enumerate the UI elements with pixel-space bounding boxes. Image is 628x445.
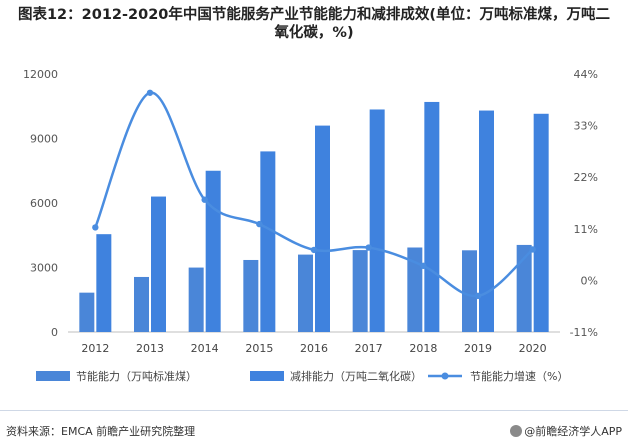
x-tick-label: 2015 [245, 342, 273, 355]
growth-rate-point [92, 224, 99, 231]
bar-energy-saving [462, 250, 477, 332]
y-left-tick-label: 0 [51, 326, 58, 339]
growth-rate-point [146, 89, 154, 96]
bar-emission-reduction [533, 113, 549, 333]
bar-energy-saving [298, 254, 313, 332]
y-right-tick-label: 22% [574, 171, 598, 184]
growth-rate-point [529, 246, 536, 253]
bar-emission-reduction [151, 196, 166, 332]
bar-energy-saving [243, 259, 259, 332]
y-right-tick-label: 0% [581, 274, 598, 287]
growth-rate-point [420, 262, 427, 270]
y-left-tick-label: 6000 [30, 197, 58, 210]
x-tick-label: 2019 [464, 342, 492, 355]
y-left-tick-label: 12000 [23, 68, 58, 81]
bar-emission-reduction [260, 151, 276, 332]
legend-label: 节能能力（万吨标准煤） [76, 369, 197, 383]
x-tick-label: 2018 [409, 342, 437, 355]
footer: 资料来源：EMCA 前瞻产业研究院整理 @前瞻经济学人APP [0, 410, 628, 445]
x-tick-label: 2017 [355, 342, 383, 355]
x-tick-label: 2014 [191, 342, 219, 355]
y-left-tick-label: 3000 [30, 262, 58, 275]
bar-emission-reduction [315, 125, 330, 332]
bar-emission-reduction [205, 170, 221, 332]
y-right-tick-label: -11% [570, 326, 598, 339]
x-tick-label: 2013 [136, 342, 164, 355]
bar-energy-saving [516, 244, 532, 332]
x-tick-label: 2020 [519, 342, 547, 355]
x-tick-label: 2016 [300, 342, 328, 355]
brand-logo-icon [510, 425, 523, 437]
growth-rate-point [201, 196, 208, 203]
y-right-tick-label: 33% [574, 120, 598, 133]
chart-title: 图表12：2012-2020年中国节能服务产业节能能力和减排成效(单位：万吨标准… [17, 7, 611, 41]
brand-label: @前瞻经济学人APP [510, 423, 622, 439]
legend-label: 节能能力增速（%） [470, 369, 568, 383]
y-right-tick-label: 11% [574, 223, 598, 236]
bar-energy-saving [352, 250, 368, 332]
legend-label: 减排能力（万吨二氧化碳） [290, 369, 422, 383]
source-note: 资料来源：EMCA 前瞻产业研究院整理 [6, 425, 196, 438]
chart-canvas: 0 3000 6000 9000 12000 -11% 0% 11% 22% 33% 44% 2012… [23, 68, 598, 383]
legend-swatch [36, 371, 70, 381]
bar-emission-reduction [96, 234, 112, 332]
bar-emission-reduction [369, 109, 385, 332]
legend-swatch [250, 371, 284, 381]
bar-energy-saving [79, 292, 95, 332]
legend-line-marker [441, 372, 449, 380]
bar-emission-reduction [479, 110, 494, 332]
brand-text: @前瞻经济学人APP [524, 425, 622, 438]
bar-energy-saving [407, 247, 423, 332]
y-right-tick-label: 44% [574, 68, 598, 81]
x-tick-label: 2012 [81, 342, 109, 355]
growth-rate-point [310, 246, 318, 254]
y-left-tick-label: 9000 [30, 133, 58, 146]
bar-emission-reduction [424, 101, 440, 332]
growth-rate-point [256, 220, 263, 228]
bar-energy-saving [188, 267, 204, 332]
growth-rate-point [365, 244, 372, 251]
growth-rate-point [474, 292, 482, 300]
bar-energy-saving [134, 276, 149, 332]
